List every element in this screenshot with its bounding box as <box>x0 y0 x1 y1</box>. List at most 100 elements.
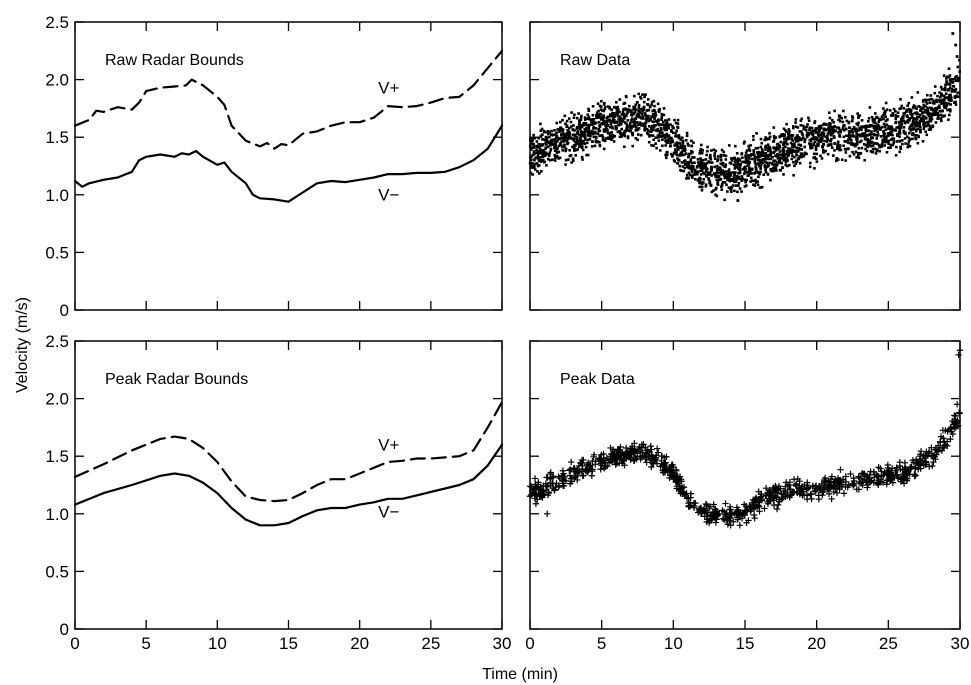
data-point <box>580 155 584 159</box>
data-point <box>620 135 623 138</box>
data-point <box>891 114 895 118</box>
data-point <box>720 148 724 152</box>
data-point <box>870 130 873 133</box>
data-point <box>946 82 949 86</box>
data-point <box>801 481 808 489</box>
data-point <box>597 120 601 124</box>
data-point <box>931 125 935 129</box>
data-point <box>582 121 585 125</box>
data-point <box>571 133 575 137</box>
data-point <box>707 177 710 180</box>
data-point <box>868 106 872 109</box>
data-point <box>897 125 901 128</box>
data-point <box>673 118 676 122</box>
data-point <box>652 99 656 103</box>
data-point <box>689 158 693 162</box>
data-point <box>659 126 663 130</box>
data-point <box>948 86 952 89</box>
data-point <box>956 79 959 82</box>
data-point <box>815 152 819 156</box>
data-point <box>739 168 742 171</box>
data-point <box>773 137 776 140</box>
data-point <box>553 159 557 162</box>
data-point <box>781 153 785 157</box>
data-point <box>601 122 605 126</box>
data-point <box>734 184 738 187</box>
data-point <box>826 127 830 131</box>
data-point <box>902 125 906 129</box>
data-point <box>759 165 762 168</box>
data-point <box>705 153 708 157</box>
data-point <box>914 128 918 132</box>
data-point <box>600 109 604 112</box>
data-point <box>718 166 722 169</box>
data-point <box>896 134 899 138</box>
data-point <box>908 117 912 120</box>
y-axis-label: Velocity (m/s) <box>14 297 31 393</box>
data-point <box>811 133 815 137</box>
data-point <box>766 146 770 150</box>
data-point <box>719 173 723 176</box>
data-point <box>557 136 560 140</box>
data-point <box>676 148 680 151</box>
data-point <box>643 122 646 126</box>
data-point <box>828 139 832 143</box>
data-point <box>935 98 938 102</box>
data-point <box>927 98 930 102</box>
data-point <box>602 103 606 106</box>
data-point <box>665 153 669 157</box>
data-point <box>827 122 831 126</box>
data-point <box>760 141 764 145</box>
data-point <box>744 180 747 184</box>
data-point <box>593 122 596 125</box>
data-point <box>583 142 587 145</box>
data-point <box>658 135 662 139</box>
data-point <box>770 169 773 173</box>
data-point <box>915 112 919 116</box>
data-point <box>824 149 827 153</box>
data-point <box>601 138 605 142</box>
data-point <box>592 118 596 121</box>
data-point <box>630 113 633 117</box>
data-point <box>883 112 887 116</box>
data-point <box>555 121 559 125</box>
data-point <box>752 494 760 502</box>
data-point <box>658 457 665 465</box>
data-point <box>676 157 679 160</box>
data-point <box>736 199 740 202</box>
data-point <box>849 480 856 488</box>
data-point <box>676 118 680 122</box>
data-point <box>795 153 798 157</box>
data-point <box>904 110 908 113</box>
data-point <box>536 493 543 500</box>
data-point <box>587 115 591 119</box>
data-point <box>856 154 860 157</box>
data-point <box>698 185 701 189</box>
data-point <box>893 471 900 478</box>
data-point <box>656 129 660 133</box>
data-point <box>905 108 909 112</box>
data-point <box>664 156 668 160</box>
data-point <box>542 130 546 134</box>
data-point <box>833 109 836 113</box>
data-point <box>726 190 729 193</box>
data-point <box>604 130 608 133</box>
data-point <box>593 120 596 124</box>
data-point <box>860 146 864 150</box>
data-point <box>600 134 604 138</box>
data-point <box>953 90 957 93</box>
data-point <box>790 137 793 140</box>
data-point <box>658 131 662 135</box>
data-point <box>628 127 632 130</box>
data-point <box>851 150 854 154</box>
data-point <box>566 472 574 479</box>
data-point <box>729 178 732 181</box>
data-point <box>733 167 737 170</box>
data-point <box>634 125 638 129</box>
data-point <box>867 143 871 146</box>
data-point <box>636 112 640 116</box>
data-point <box>911 137 914 141</box>
data-point <box>805 133 809 137</box>
data-point <box>749 144 752 147</box>
